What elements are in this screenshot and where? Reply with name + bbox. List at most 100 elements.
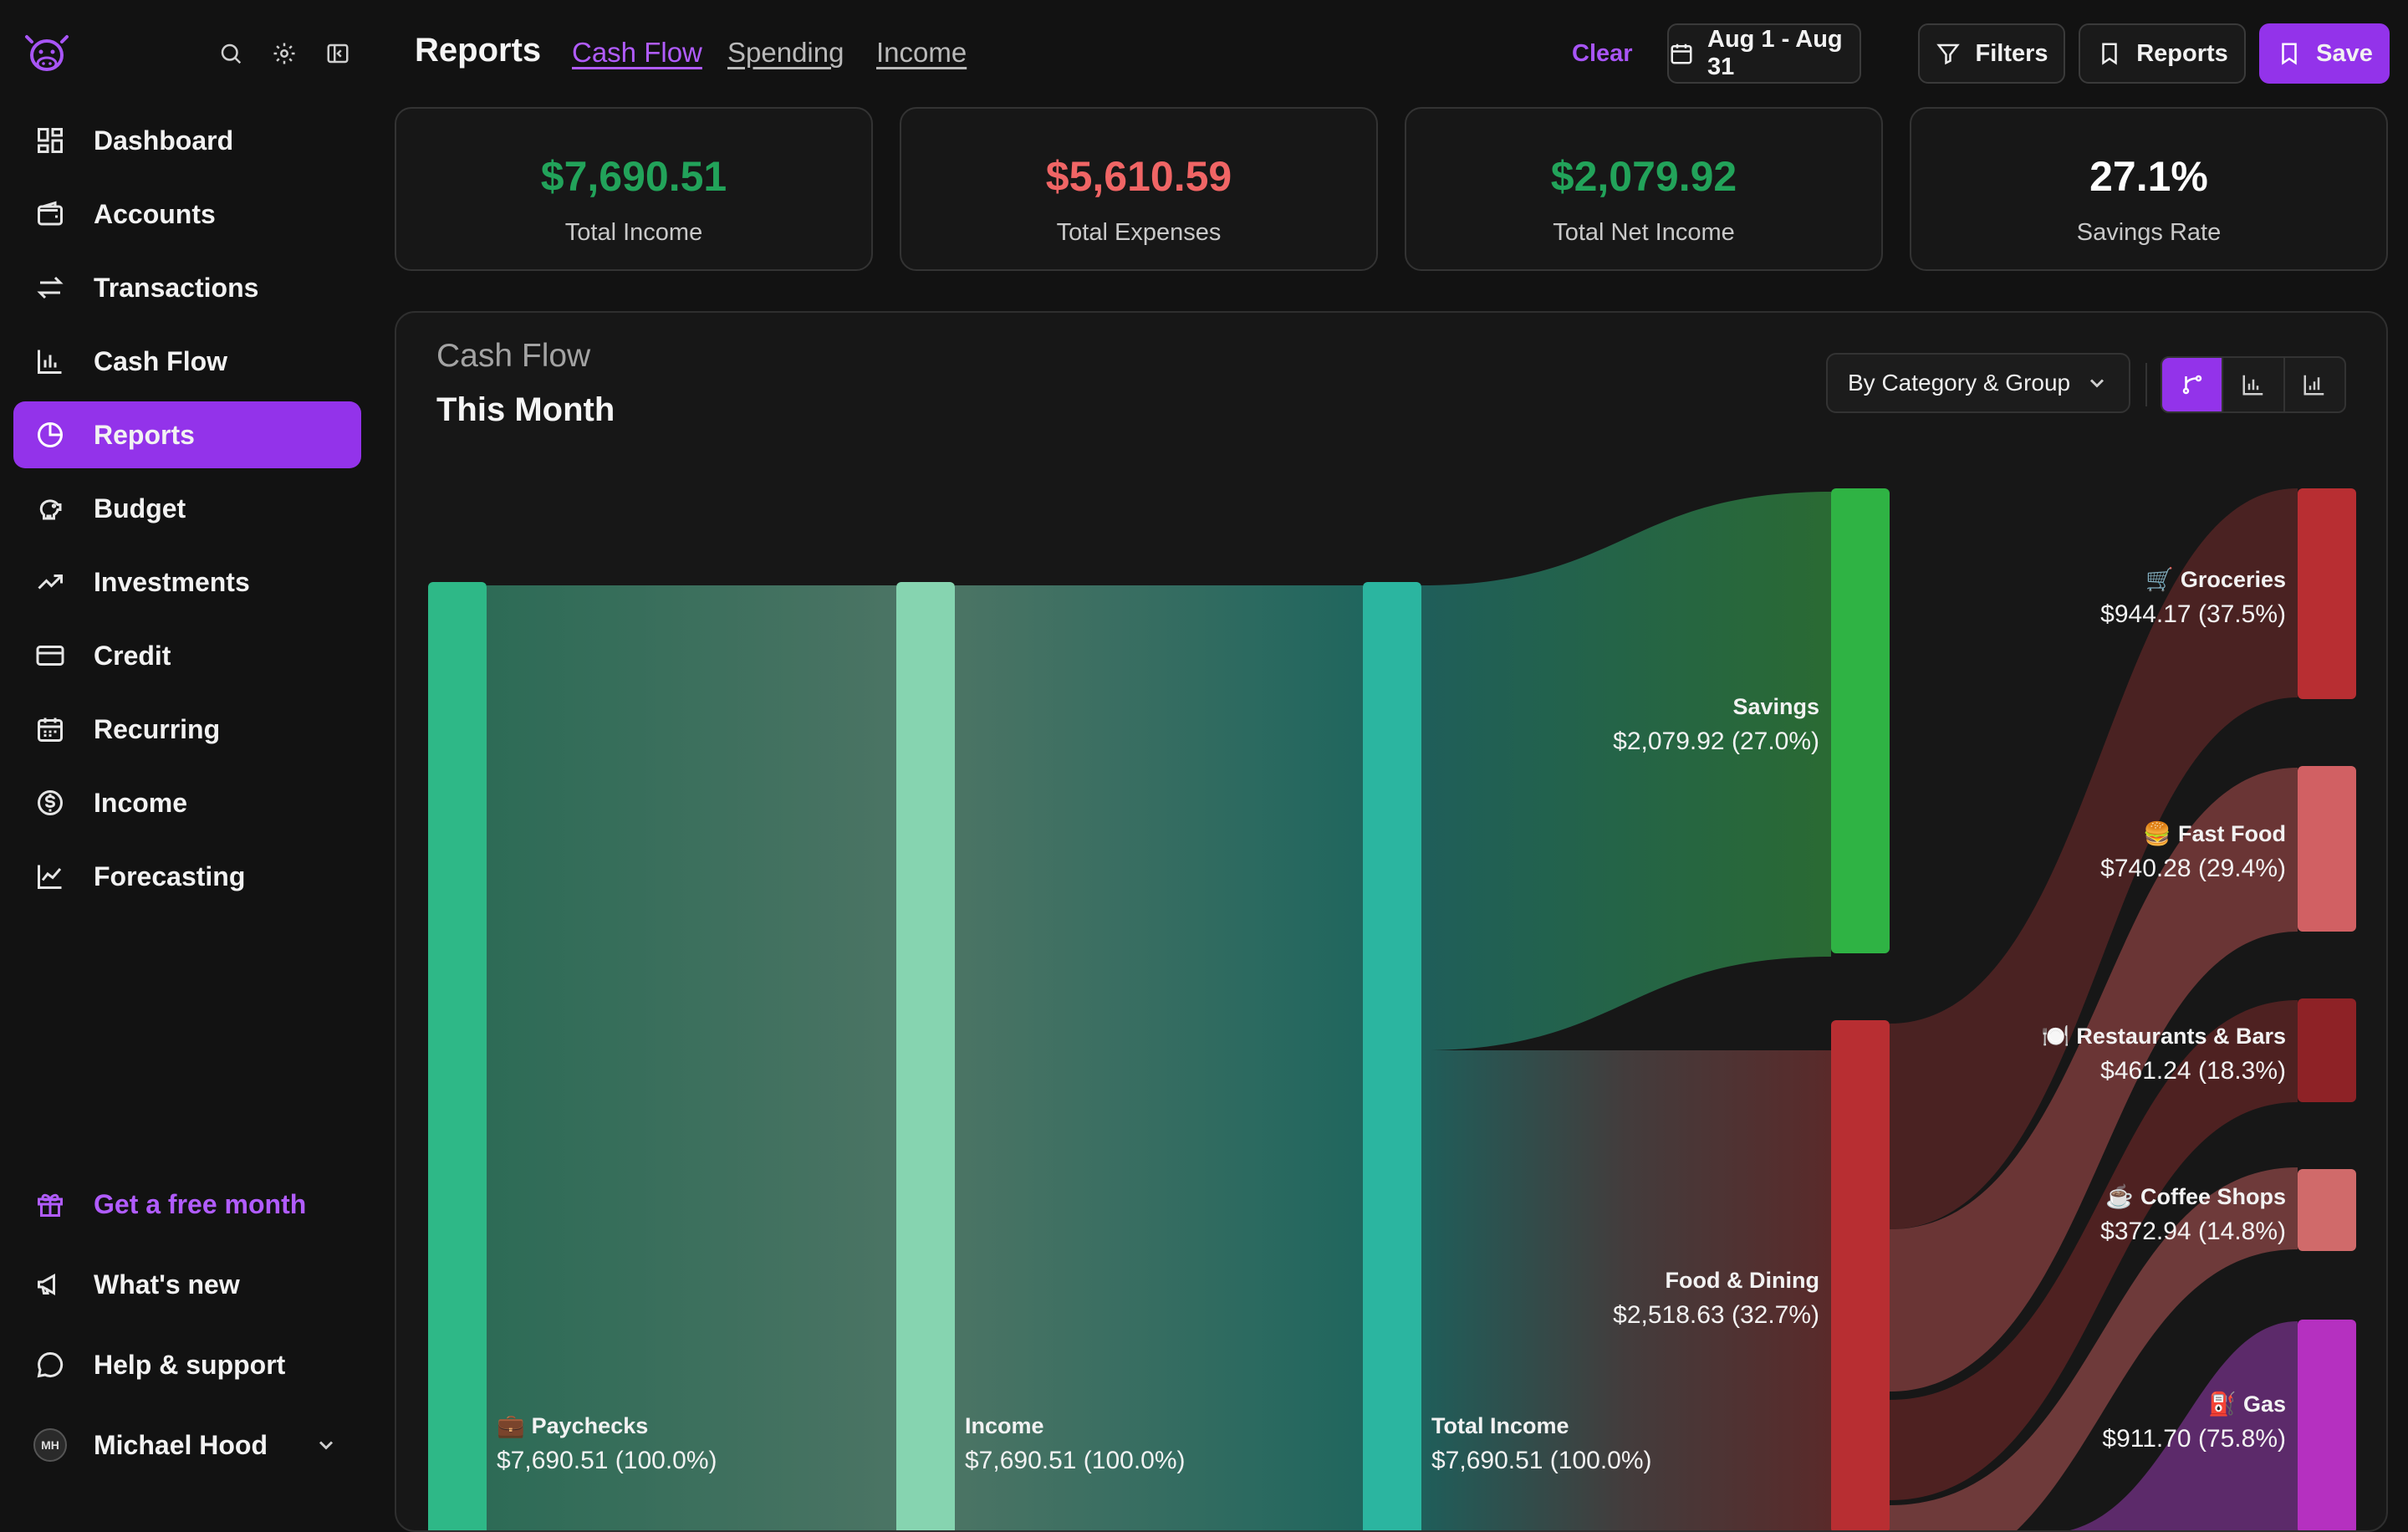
avatar: MH [33,1428,67,1462]
clear-button[interactable]: Clear [1572,40,1633,67]
megaphone-icon [33,1268,67,1301]
collapse-sidebar-icon[interactable] [321,37,355,70]
restaurants-icon: 🍽️ [2042,1024,2070,1049]
bar-chart-icon [2303,375,2324,396]
restaurants-name: Restaurants & Bars [2076,1024,2286,1049]
user-menu[interactable]: MH Michael Hood [13,1412,361,1478]
stat-label: Savings Rate [2076,219,2222,246]
stat-total-income: $7,690.51 Total Income [395,107,873,271]
chevron-down-icon [319,1441,334,1450]
gas-name: Gas [2243,1392,2286,1417]
sidebar-item-recurring[interactable]: Recurring [13,696,361,763]
get-free-month-link[interactable]: Get a free month [13,1171,361,1238]
reports-label: Reports [2136,39,2228,67]
app-logo[interactable] [23,30,70,77]
help-support-link[interactable]: Help & support [13,1331,361,1398]
node-food-dining[interactable] [1831,1020,1890,1532]
sidebar-item-dashboard[interactable]: Dashboard [13,107,361,174]
gear-icon[interactable] [268,37,301,70]
sidebar-item-credit[interactable]: Credit [13,622,361,689]
flow-total-food [1421,1050,1831,1530]
label-gas: ⛽ Gas [2208,1391,2286,1417]
sankey-view-button[interactable] [2162,358,2224,411]
sidebar-item-label: Reports [94,419,195,450]
avatar-wrap: MH [33,1428,67,1462]
divider [2145,363,2147,406]
sidebar-item-income[interactable]: Income [13,769,361,836]
coffee-icon: ☕ [2105,1182,2134,1209]
header: Reports Cash Flow Spending Income Clear … [375,0,2408,107]
search-icon[interactable] [214,37,247,70]
column-view-button[interactable] [2285,358,2344,411]
filters-button[interactable]: Filters [1918,23,2065,84]
label-gas-amount: $911.70 (75.8%) [2102,1425,2286,1453]
coffee-name: Coffee Shops [2140,1184,2286,1209]
label-fast-food-amount: $740.28 (29.4%) [2100,855,2286,882]
date-range-button[interactable]: Aug 1 - Aug 31 [1667,23,1861,84]
filters-label: Filters [1975,39,2048,67]
label-income: Income [965,1413,1044,1438]
reports-button[interactable]: Reports [2079,23,2246,84]
groceries-icon: 🛒 [2145,566,2174,592]
group-by-select[interactable]: By Category & Group [1826,353,2130,413]
sidebar-item-label: Forecasting [94,860,246,891]
label-total-income: Total Income [1431,1413,1569,1438]
groceries-name: Groceries [2181,567,2286,592]
label-groceries: 🛒 Groceries [2145,566,2286,592]
stat-value: $5,610.59 [1045,153,1232,200]
wallet-icon [33,197,67,231]
node-total-income[interactable] [1363,582,1421,1532]
node-gas[interactable] [2298,1320,2356,1532]
fast-food-icon: 🍔 [2143,820,2171,846]
stat-savings-rate: 27.1% Savings Rate [1910,107,2388,271]
chat-bubble-icon [33,1348,67,1381]
bar-view-button[interactable] [2223,358,2285,411]
sidebar-item-label: Dashboard [94,125,234,156]
gift-icon [33,1187,67,1221]
label-savings: Savings [1732,694,1819,719]
sidebar-item-label: Credit [94,640,171,671]
stat-label: Total Income [564,219,703,246]
fast-food-name: Fast Food [2178,821,2286,846]
sidebar-item-reports[interactable]: Reports [13,401,361,468]
save-label: Save [2316,39,2373,67]
node-groceries[interactable] [2298,488,2356,699]
pie-chart-icon [33,418,67,452]
tab-cash-flow[interactable]: Cash Flow [572,37,702,68]
node-fast-food[interactable] [2298,766,2356,932]
label-paychecks: 💼 Paychecks [497,1413,648,1438]
stat-total-net-income: $2,079.92 Total Net Income [1405,107,1883,271]
node-savings[interactable] [1831,488,1890,953]
node-restaurants[interactable] [2298,998,2356,1102]
user-name: Michael Hood [94,1429,268,1460]
sidebar-item-label: Recurring [94,713,221,744]
tab-spending[interactable]: Spending [727,37,844,68]
node-income[interactable] [896,582,955,1532]
save-button[interactable]: Save [2259,23,2390,84]
chevron-down-icon [2089,379,2104,388]
node-coffee-shops[interactable] [2298,1169,2356,1251]
help-label: Help & support [94,1349,286,1380]
date-range-label: Aug 1 - Aug 31 [1707,26,1843,80]
sidebar-item-accounts[interactable]: Accounts [13,181,361,248]
paychecks-icon: 💼 [497,1413,525,1438]
label-savings-amount: $2,079.92 (27.0%) [1613,728,1819,755]
sidebar: Dashboard Accounts Transactions Cash Flo… [0,0,375,1505]
sidebar-item-cash-flow[interactable]: Cash Flow [13,328,361,395]
stat-label: Total Net Income [1553,219,1735,246]
sidebar-item-forecasting[interactable]: Forecasting [13,843,361,910]
sidebar-item-label: Transactions [94,272,259,303]
sidebar-item-transactions[interactable]: Transactions [13,254,361,321]
filter-icon [1935,40,1962,67]
label-food-dining-amount: $2,518.63 (32.7%) [1613,1301,1819,1329]
node-paychecks[interactable] [428,582,487,1532]
sidebar-item-budget[interactable]: Budget [13,475,361,542]
flow-icon [2182,375,2201,395]
whats-new-link[interactable]: What's new [13,1251,361,1318]
page-title: Reports [415,32,542,69]
tab-income[interactable]: Income [876,37,967,68]
sidebar-item-investments[interactable]: Investments [13,549,361,615]
trending-up-icon [33,565,67,599]
line-chart-icon [33,860,67,893]
group-by-label: By Category & Group [1848,370,2071,396]
